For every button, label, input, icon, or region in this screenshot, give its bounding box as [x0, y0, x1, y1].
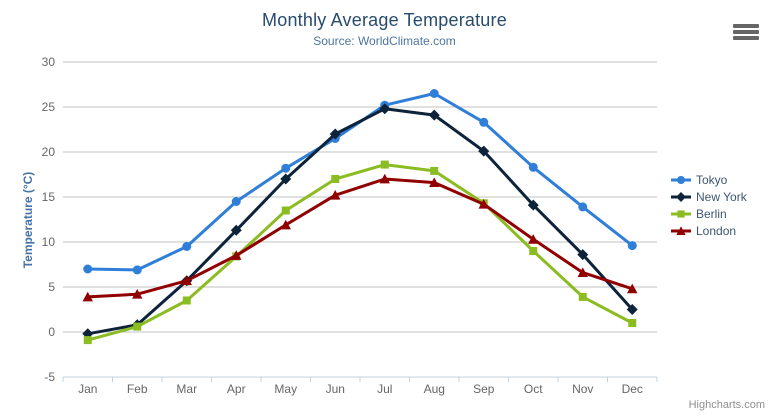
legend-item-new-york[interactable]: New York [671, 188, 747, 205]
x-axis-label: Oct [524, 382, 543, 396]
series-marker-tokyo-dec[interactable] [627, 241, 637, 251]
x-axis-label: Jun [326, 382, 345, 396]
x-axis-label: Aug [424, 382, 445, 396]
series-marker-berlin-nov[interactable] [578, 292, 587, 301]
series-marker-london-apr[interactable] [231, 250, 242, 260]
y-axis-label: 30 [42, 55, 56, 69]
legend-label: New York [696, 189, 747, 204]
x-axis-label: Nov [572, 382, 593, 396]
series-marker-tokyo-oct[interactable] [528, 162, 538, 172]
series-marker-tokyo-aug[interactable] [429, 89, 439, 98]
series-marker-new-york-nov[interactable] [577, 249, 589, 261]
series-marker-tokyo-feb[interactable] [132, 265, 142, 275]
x-axis-label: Sep [473, 382, 495, 396]
y-axis-label: 20 [42, 145, 56, 159]
legend-item-berlin[interactable]: Berlin [671, 205, 747, 222]
legend-label: Berlin [696, 206, 727, 221]
series-marker-london-oct[interactable] [528, 234, 539, 244]
series-marker-tokyo-jan[interactable] [83, 264, 93, 274]
triangle-marker-icon [671, 225, 691, 235]
series-marker-new-york-may[interactable] [280, 173, 292, 185]
series-marker-london-may[interactable] [280, 219, 291, 230]
series-marker-berlin-jan[interactable] [83, 336, 92, 345]
series-marker-berlin-oct[interactable] [529, 247, 538, 255]
series-marker-berlin-jul[interactable] [380, 160, 389, 169]
x-axis-label: May [274, 382, 297, 396]
y-axis-label: 5 [48, 280, 55, 294]
export-menu-button[interactable] [733, 24, 759, 40]
series-marker-london-aug[interactable] [429, 177, 440, 188]
series-marker-london-jun[interactable] [330, 190, 341, 200]
series-marker-tokyo-may[interactable] [281, 163, 291, 173]
hamburger-icon [733, 24, 759, 40]
x-axis-label: Jan [78, 382, 97, 396]
series-marker-tokyo-sep[interactable] [479, 117, 489, 127]
y-axis-label: 25 [42, 100, 56, 114]
series-marker-new-york-sep[interactable] [478, 145, 490, 157]
series-marker-london-jan[interactable] [82, 291, 93, 302]
y-axis-label: -5 [44, 370, 55, 384]
x-axis-label: Mar [176, 382, 197, 396]
square-marker-icon [671, 209, 691, 218]
series-marker-berlin-mar[interactable] [182, 296, 191, 305]
series-marker-new-york-jul[interactable] [379, 103, 391, 115]
legend-label: London [696, 223, 737, 238]
x-axis-label: Jul [377, 382, 392, 396]
series-marker-berlin-may[interactable] [281, 206, 290, 215]
series-marker-london-dec[interactable] [627, 283, 638, 294]
series-marker-new-york-oct[interactable] [527, 199, 539, 211]
highcharts-credits[interactable]: Highcharts.com [688, 399, 765, 411]
x-axis-label: Feb [127, 382, 148, 396]
y-axis-label: 10 [42, 235, 56, 249]
series-marker-tokyo-mar[interactable] [182, 242, 192, 251]
series-line-london[interactable] [86, 177, 634, 299]
series-marker-london-mar[interactable] [181, 275, 192, 286]
x-axis-label: Dec [622, 382, 643, 396]
legend-label: Tokyo [696, 172, 728, 187]
x-axis-label: Apr [227, 382, 246, 396]
legend-item-london[interactable]: London [671, 222, 747, 239]
legend-item-tokyo[interactable]: Tokyo [671, 171, 747, 188]
series-line-new-york[interactable] [86, 107, 634, 336]
chart-subtitle: Source: WorldClimate.com [313, 34, 456, 48]
legend: Tokyo New York Berlin London [671, 171, 747, 239]
series-marker-berlin-aug[interactable] [430, 166, 439, 175]
diamond-marker-icon [671, 191, 691, 202]
series-marker-new-york-aug[interactable] [428, 109, 440, 121]
chart-title: Monthly Average Temperature [262, 10, 507, 30]
series-marker-berlin-jun[interactable] [331, 175, 340, 183]
y-axis-label: 0 [48, 325, 55, 339]
series-marker-new-york-apr[interactable] [230, 224, 242, 236]
series-marker-london-nov[interactable] [577, 267, 588, 278]
series-marker-new-york-jun[interactable] [329, 128, 341, 140]
series-marker-new-york-dec[interactable] [626, 304, 638, 315]
circle-marker-icon [671, 175, 691, 184]
series-marker-tokyo-apr[interactable] [231, 197, 241, 206]
series-marker-tokyo-nov[interactable] [578, 202, 588, 212]
series-line-berlin[interactable] [86, 163, 634, 342]
series-marker-berlin-feb[interactable] [133, 322, 142, 331]
series-marker-london-sep[interactable] [478, 199, 489, 209]
series-marker-london-jul[interactable] [379, 173, 390, 184]
y-axis-label: 15 [42, 190, 56, 204]
series-marker-london-feb[interactable] [132, 289, 143, 299]
series-marker-berlin-dec[interactable] [628, 319, 637, 327]
